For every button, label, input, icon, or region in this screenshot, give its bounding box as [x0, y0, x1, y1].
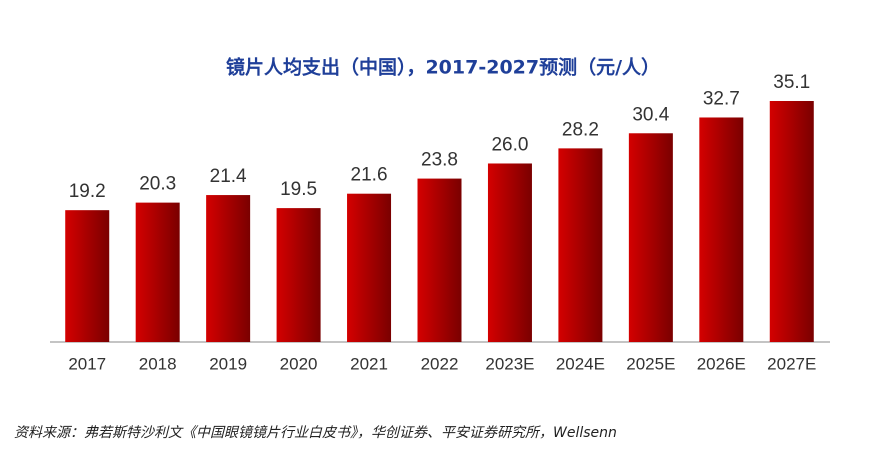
bar: [276, 208, 321, 342]
x-tick-label: 2024E: [556, 354, 605, 373]
bar: [417, 178, 462, 342]
x-tick-label: 2019: [209, 354, 247, 373]
value-label: 21.4: [210, 166, 247, 187]
value-label: 20.3: [139, 174, 176, 195]
source-note: 资料来源：弗若斯特沙利文《中国眼镜镜片行业白皮书》，华创证券、平安证券研究所，W…: [14, 425, 617, 441]
value-label: 26.0: [491, 134, 528, 155]
value-label: 19.5: [280, 179, 317, 200]
bar: [769, 101, 814, 342]
x-tick-label: 2027E: [767, 354, 816, 373]
value-label: 35.1: [773, 72, 810, 93]
bar: [206, 195, 251, 342]
value-label: 30.4: [632, 104, 669, 125]
x-tick-label: 2026E: [697, 354, 746, 373]
value-label: 19.2: [69, 181, 106, 202]
bar: [558, 148, 603, 342]
value-label: 23.8: [421, 150, 458, 171]
bar: [628, 133, 673, 342]
bar: [347, 193, 392, 342]
bar: [699, 117, 744, 342]
x-tick-label: 2020: [280, 354, 318, 373]
x-tick-label: 2023E: [485, 354, 534, 373]
bar: [487, 163, 532, 342]
x-tick-label: 2025E: [626, 354, 675, 373]
x-tick-label: 2018: [139, 354, 177, 373]
x-tick-label: 2022: [421, 354, 459, 373]
value-label: 28.2: [562, 119, 599, 140]
value-label: 21.6: [351, 165, 388, 186]
bar: [135, 202, 180, 342]
x-tick-label: 2021: [350, 354, 388, 373]
chart-title: 镜片人均支出（中国），2017-2027预测（元/人）: [226, 56, 660, 79]
value-label: 32.7: [703, 88, 740, 109]
bar: [65, 210, 110, 342]
x-tick-label: 2017: [68, 354, 106, 373]
